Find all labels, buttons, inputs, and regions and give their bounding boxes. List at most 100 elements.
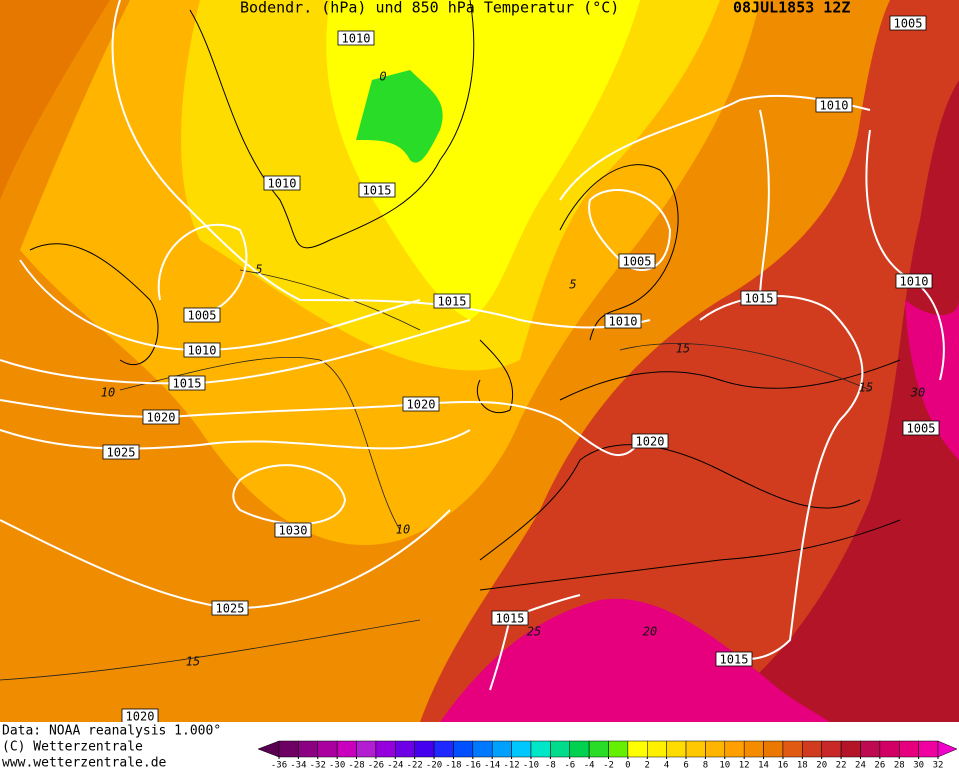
isobar-label: 1020 bbox=[636, 435, 665, 449]
colorbar-bin bbox=[453, 740, 474, 758]
colorbar-bin bbox=[860, 740, 881, 758]
isobar-label-box bbox=[895, 273, 933, 289]
isobar-label-box bbox=[263, 175, 301, 191]
colorbar-tick-label: -6 bbox=[564, 761, 575, 770]
temperature-field bbox=[0, 0, 959, 722]
isobar-label-box bbox=[889, 15, 927, 31]
isobar-label-box bbox=[102, 444, 140, 460]
colorbar-bin bbox=[879, 740, 900, 758]
temperature-label: 5 bbox=[569, 278, 576, 292]
isobars bbox=[0, 0, 945, 691]
isobar-label: 1005 bbox=[188, 309, 217, 323]
colorbar: -36 -34 -32 -30 -28 -26 -24 -22 -20 -18 -16 -14 -12-… bbox=[257, 740, 958, 770]
isobar-label: 1025 bbox=[216, 602, 245, 616]
field-28c bbox=[440, 598, 830, 722]
colorbar-bin bbox=[395, 740, 415, 758]
colorbar-bin bbox=[666, 740, 687, 758]
colorbar-tick-label: -12 bbox=[503, 761, 519, 770]
colorbar-bin bbox=[298, 740, 319, 758]
isobar-label: 1015 bbox=[720, 653, 749, 667]
temperature-label: 15 bbox=[676, 342, 690, 356]
colorbar-bin bbox=[705, 740, 726, 758]
isobar-label: 1020 bbox=[147, 411, 176, 425]
colorbar-tick-label: 0 bbox=[625, 761, 630, 770]
isobar-label: 1020 bbox=[126, 710, 155, 724]
colorbar-tick-label: 14 bbox=[758, 761, 769, 770]
colorbar-bin bbox=[472, 740, 493, 758]
colorbar-tick-label: 2 bbox=[645, 761, 650, 770]
colorbar-bin bbox=[821, 740, 842, 758]
colorbar-bin bbox=[317, 740, 338, 758]
colorbar-bin bbox=[743, 740, 764, 758]
temperature-label: 15 bbox=[186, 655, 200, 669]
isobar-label-box bbox=[183, 342, 221, 358]
temperature-label: 30 bbox=[910, 386, 925, 400]
isobar-label-box bbox=[168, 375, 206, 391]
colorbar-tick-label: 10 bbox=[719, 761, 730, 770]
isobar-label-box bbox=[902, 420, 940, 436]
colorbar-bin bbox=[627, 740, 648, 758]
colorbar-tick-label: -10 bbox=[523, 761, 539, 770]
colorbar-tick-label: 24 bbox=[855, 761, 866, 770]
temperature-label: 0 bbox=[379, 70, 386, 84]
field-warm-edge bbox=[0, 0, 110, 200]
colorbar-tick-label: -26 bbox=[368, 761, 384, 770]
colorbar-bin bbox=[569, 740, 590, 758]
isobar-label: 1010 bbox=[188, 344, 217, 358]
colorbar-tick-label: 18 bbox=[797, 761, 808, 770]
colorbar-tick-label: -8 bbox=[545, 761, 556, 770]
field-18c bbox=[420, 0, 959, 722]
colorbar-bin bbox=[647, 740, 667, 758]
footer-line: (C) Wetterzentrale bbox=[2, 740, 143, 755]
colorbar-tick-label: 16 bbox=[778, 761, 789, 770]
colorbar-tick-label: -30 bbox=[329, 761, 345, 770]
colorbar-bin bbox=[336, 740, 357, 758]
colorbar-tick-label: -20 bbox=[426, 761, 442, 770]
colorbar-bin bbox=[802, 740, 822, 758]
isobar-label-box bbox=[815, 97, 853, 113]
isobar-label: 1020 bbox=[407, 398, 436, 412]
isobar-label-box bbox=[618, 253, 656, 269]
colorbar-bin bbox=[724, 740, 745, 758]
colorbar-bin bbox=[782, 740, 803, 758]
colorbar-bin bbox=[491, 740, 512, 758]
colorbar-tick-label: -2 bbox=[603, 761, 614, 770]
isobar-label: 1010 bbox=[342, 32, 371, 46]
isobar-label-box bbox=[604, 313, 642, 329]
colorbar-bin bbox=[414, 740, 435, 758]
colorbar-bin bbox=[608, 740, 629, 758]
isobar-label-box bbox=[715, 651, 753, 667]
isobar-label: 1015 bbox=[363, 184, 392, 198]
isobar-label-box bbox=[337, 30, 375, 46]
title: Bodendr. (hPa) und 850 hPa Temperatur (°… bbox=[240, 0, 619, 17]
isobar-label: 1015 bbox=[745, 292, 774, 306]
colorbar-bin bbox=[588, 740, 609, 758]
colorbar-arrow-right bbox=[937, 740, 958, 758]
isobar-label-box bbox=[183, 307, 221, 323]
colorbar-tick-label: -34 bbox=[290, 761, 306, 770]
colorbar-tick-label: 12 bbox=[739, 761, 750, 770]
colorbar-bin bbox=[375, 740, 396, 758]
colorbar-tick-label: -14 bbox=[484, 761, 500, 770]
colorbar-tick-label: 30 bbox=[913, 761, 924, 770]
isobar-label: 1015 bbox=[173, 377, 202, 391]
colorbar-tick-label: 8 bbox=[703, 761, 708, 770]
footer-line: www.wetterzentrale.de bbox=[2, 756, 167, 770]
isobar-label-box bbox=[142, 409, 180, 425]
footer-line: Data: NOAA reanalysis 1.000° bbox=[2, 724, 221, 739]
colorbar-tick-label: -22 bbox=[407, 761, 423, 770]
isobar-label: 1025 bbox=[107, 446, 136, 460]
colorbar-tick-label: 26 bbox=[874, 761, 885, 770]
field-22c bbox=[700, 80, 959, 722]
colorbar-tick-label: 20 bbox=[816, 761, 827, 770]
isobar-label: 1005 bbox=[623, 255, 652, 269]
isobar-label-box bbox=[211, 600, 249, 616]
colorbar-bin bbox=[918, 740, 939, 758]
isobar-label: 1005 bbox=[894, 17, 923, 31]
colorbar-tick-label: -32 bbox=[310, 761, 326, 770]
colorbar-tick-label: 22 bbox=[836, 761, 847, 770]
colorbar-tick-label: -28 bbox=[348, 761, 364, 770]
colorbar-tick-label: -18 bbox=[445, 761, 461, 770]
